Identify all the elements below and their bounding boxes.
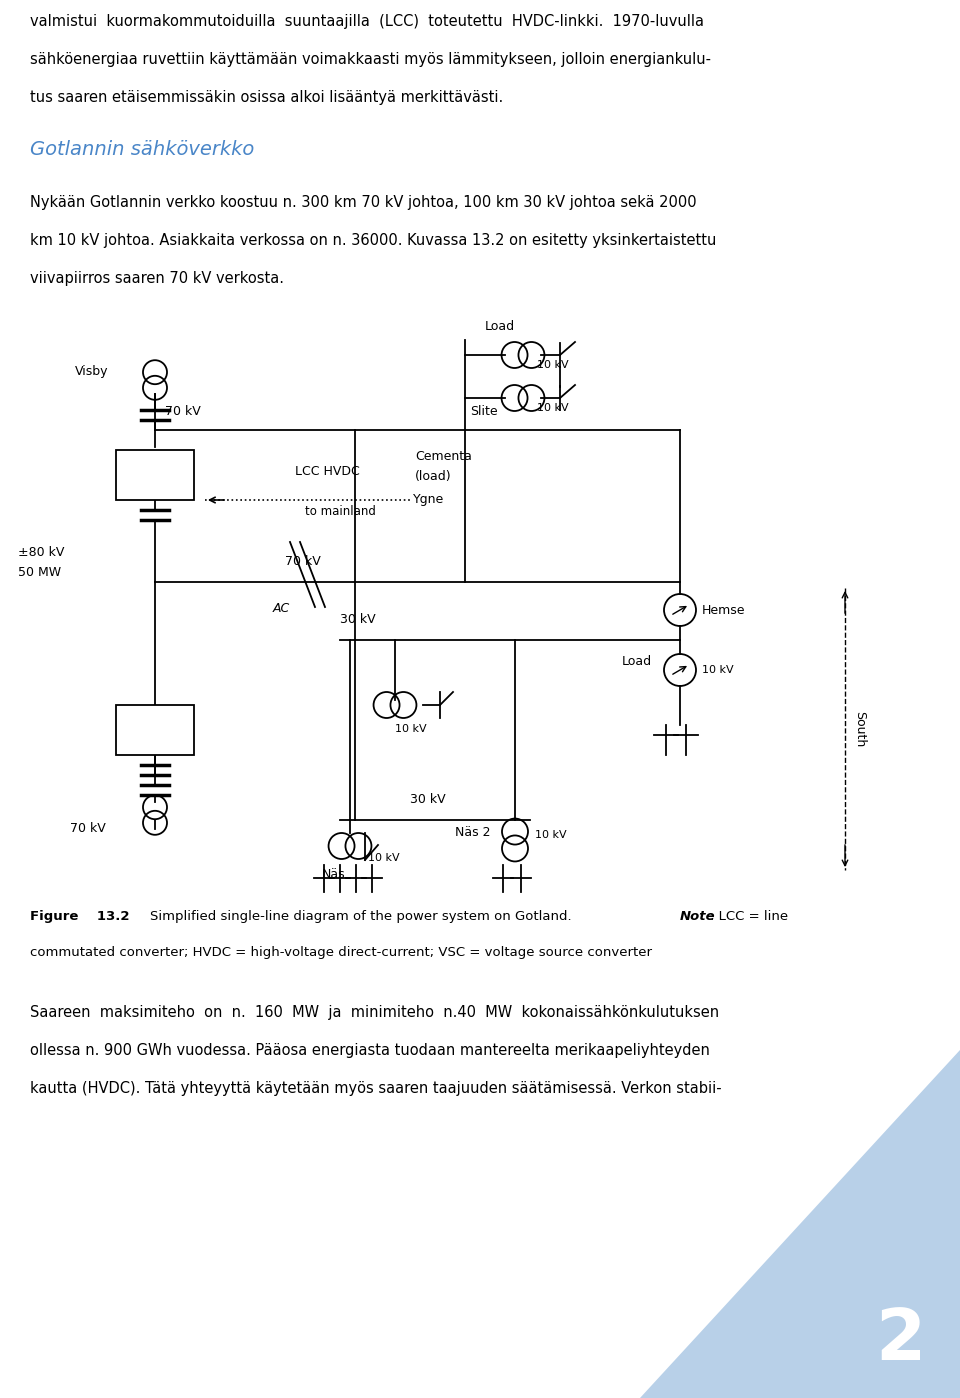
Text: VSC: VSC: [140, 459, 170, 471]
Text: VSC: VSC: [140, 713, 170, 727]
Text: 65 MWA: 65 MWA: [132, 478, 179, 492]
Text: : LCC = line: : LCC = line: [710, 910, 788, 923]
Text: commutated converter; HVDC = high-voltage direct-current; VSC = voltage source c: commutated converter; HVDC = high-voltag…: [30, 946, 652, 959]
Text: ollessa n. 900 GWh vuodessa. Pääosa energiasta tuodaan mantereelta merikaapeliyh: ollessa n. 900 GWh vuodessa. Pääosa ener…: [30, 1043, 709, 1058]
Text: Näs 2: Näs 2: [455, 825, 491, 839]
Text: 70 kV: 70 kV: [70, 822, 106, 835]
Polygon shape: [640, 1050, 960, 1398]
Text: 10 kV: 10 kV: [535, 830, 566, 840]
Bar: [116, 705, 194, 755]
Text: AC: AC: [273, 603, 290, 615]
Text: South: South: [853, 710, 866, 747]
Text: 30 kV: 30 kV: [340, 612, 375, 626]
Text: valmistui  kuormakommutoiduilla  suuntaajilla  (LCC)  toteutettu  HVDC-linkki.  : valmistui kuormakommutoiduilla suuntaaji…: [30, 14, 704, 29]
Text: Load: Load: [622, 656, 652, 668]
Text: 10 kV: 10 kV: [537, 361, 568, 370]
Text: kautta (HVDC). Tätä yhteyyttä käytetään myös saaren taajuuden säätämisessä. Verk: kautta (HVDC). Tätä yhteyyttä käytetään …: [30, 1081, 722, 1096]
Text: Ygne: Ygne: [413, 493, 444, 506]
Text: Cementa: Cementa: [415, 450, 472, 463]
Text: Saareen  maksimiteho  on  n.  160  MW  ja  minimiteho  n.40  MW  kokonaissähkönk: Saareen maksimiteho on n. 160 MW ja mini…: [30, 1005, 719, 1021]
Bar: [116, 450, 194, 500]
Text: 70 kV: 70 kV: [165, 405, 201, 418]
Text: 70 kV: 70 kV: [285, 555, 321, 568]
Text: 30 kV: 30 kV: [410, 793, 445, 807]
Text: 10 kV: 10 kV: [537, 403, 568, 412]
Text: 10 kV: 10 kV: [702, 665, 733, 675]
Text: km 10 kV johtoa. Asiakkaita verkossa on n. 36000. Kuvassa 13.2 on esitetty yksin: km 10 kV johtoa. Asiakkaita verkossa on …: [30, 233, 716, 247]
Text: to mainland: to mainland: [305, 505, 376, 519]
Text: Simplified single-line diagram of the power system on Gotland.: Simplified single-line diagram of the po…: [150, 910, 576, 923]
Text: Nykään Gotlannin verkko koostuu n. 300 km 70 kV johtoa, 100 km 30 kV johtoa sekä: Nykään Gotlannin verkko koostuu n. 300 k…: [30, 194, 697, 210]
Text: tus saaren etäisemmissäkin osissa alkoi lisääntyä merkittävästi.: tus saaren etäisemmissäkin osissa alkoi …: [30, 89, 503, 105]
Text: 2: 2: [875, 1306, 925, 1374]
Text: 65 MWA: 65 MWA: [132, 734, 179, 747]
Text: 10 kV: 10 kV: [395, 724, 426, 734]
Text: Näs: Näs: [322, 868, 346, 882]
Text: (load): (load): [415, 470, 451, 482]
Text: 50 MW: 50 MW: [18, 566, 61, 579]
Text: Hemse: Hemse: [702, 604, 746, 617]
Text: Load: Load: [485, 320, 516, 333]
Text: LCC HVDC: LCC HVDC: [295, 466, 360, 478]
Text: Gotlannin sähköverkko: Gotlannin sähköverkko: [30, 140, 254, 159]
Text: Note: Note: [680, 910, 715, 923]
Text: Figure    13.2: Figure 13.2: [30, 910, 134, 923]
Text: Visby: Visby: [75, 365, 108, 377]
Text: viivapiirros saaren 70 kV verkosta.: viivapiirros saaren 70 kV verkosta.: [30, 271, 284, 287]
Text: sähköenergiaa ruvettiin käyttämään voimakkaasti myös lämmitykseen, jolloin energ: sähköenergiaa ruvettiin käyttämään voima…: [30, 52, 711, 67]
Text: Slite: Slite: [470, 405, 497, 418]
Text: ±80 kV: ±80 kV: [18, 545, 64, 558]
Text: 10 kV: 10 kV: [368, 853, 399, 863]
